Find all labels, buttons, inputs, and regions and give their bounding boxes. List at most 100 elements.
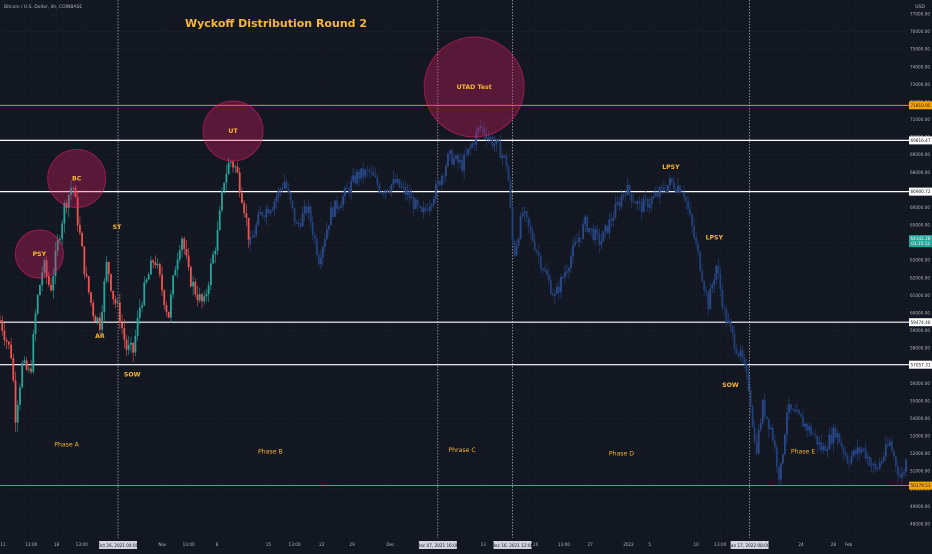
candle-body <box>170 294 172 318</box>
candle-body <box>123 328 126 340</box>
faded-candle-body <box>412 197 415 210</box>
faded-candle-body <box>332 207 334 217</box>
x-tick-label: 13:00 <box>558 542 570 547</box>
faded-candle-body <box>830 434 833 444</box>
event-label: UTAD Test <box>457 84 492 91</box>
faded-candle-body <box>671 178 673 183</box>
y-tick-label: 51000.00 <box>910 469 930 474</box>
faded-candle-body <box>253 235 256 238</box>
faded-candle-body <box>285 181 288 189</box>
faded-candle-body <box>626 184 629 195</box>
faded-candle-body <box>560 277 562 293</box>
candle-body <box>103 281 106 312</box>
faded-candle-body <box>432 198 435 205</box>
faded-candle-body <box>608 219 611 234</box>
y-tick-label: 77000.00 <box>910 12 930 17</box>
faded-candle-body <box>749 390 752 407</box>
faded-candle-body <box>463 154 465 171</box>
candle-body <box>238 172 241 193</box>
faded-candle-body <box>327 225 330 230</box>
faded-candle-body <box>519 216 522 239</box>
candle-body <box>232 161 234 168</box>
candle-body <box>196 294 199 301</box>
candle-body <box>172 275 175 295</box>
candle-body <box>205 294 208 297</box>
grid-layer <box>0 13 908 525</box>
faded-candle-body <box>596 229 599 234</box>
faded-candle-body <box>501 155 504 159</box>
candles-layer <box>0 157 250 432</box>
faded-candle-body <box>259 211 262 215</box>
candle-body <box>92 302 95 317</box>
x-tick-label: Dec <box>386 542 395 547</box>
faded-candle-body <box>826 449 829 452</box>
faded-candle-body <box>305 206 308 214</box>
faded-candle-body <box>882 456 885 461</box>
faded-candle-body <box>784 434 786 455</box>
faded-candle-body <box>658 187 661 197</box>
candle-body <box>152 260 155 263</box>
price-level-label: 71810.95 <box>911 103 931 108</box>
candle-body <box>81 233 84 247</box>
price-level-tag <box>909 136 932 145</box>
faded-candle-body <box>299 223 302 227</box>
y-tick-label: 53000.00 <box>910 434 930 439</box>
faded-candle-body <box>570 256 572 268</box>
faded-candle-body <box>828 434 831 450</box>
faded-candle-body <box>648 204 651 208</box>
candle-body <box>1 320 4 331</box>
date-marker-label: Oct 26, 2021 04:00 <box>98 543 139 548</box>
faded-candle-body <box>529 226 532 232</box>
faded-candle-body <box>471 143 474 148</box>
faded-candle-body <box>507 166 510 181</box>
faded-candle-body <box>751 406 754 428</box>
x-tick-label: 22 <box>319 542 325 547</box>
y-tick-label: 60000.00 <box>910 310 930 315</box>
candle-body <box>218 210 221 231</box>
candle-body <box>201 294 203 302</box>
faded-candle-body <box>901 473 903 478</box>
candle-body <box>156 263 159 266</box>
faded-candle-body <box>271 209 274 211</box>
faded-candle-body <box>644 198 647 200</box>
faded-candle-body <box>868 456 871 466</box>
faded-candle-body <box>390 184 393 192</box>
faded-candle-body <box>307 206 310 214</box>
faded-candle-body <box>289 192 292 201</box>
candle-body <box>105 262 108 282</box>
faded-candle-body <box>892 450 895 457</box>
faded-candle-body <box>777 466 780 480</box>
faded-candle-body <box>541 268 544 271</box>
candle-body <box>134 335 137 353</box>
candle-body <box>214 250 217 255</box>
faded-candle-body <box>533 241 536 251</box>
candle-body <box>189 267 192 287</box>
faded-candle-body <box>525 211 528 218</box>
faded-candle-body <box>747 372 750 391</box>
faded-candle-body <box>392 179 395 185</box>
faded-candle-body <box>291 200 294 208</box>
faded-candle-body <box>886 444 889 446</box>
faded-candle-body <box>580 237 583 239</box>
y-tick-label: 68000.00 <box>910 170 930 175</box>
faded-candle-body <box>687 201 689 209</box>
faded-candle-body <box>731 326 734 333</box>
candle-body <box>245 213 248 218</box>
candle-body <box>161 274 163 291</box>
faded-candle-body <box>759 423 762 430</box>
faded-candle-body <box>358 171 361 179</box>
faded-candle-body <box>773 440 776 448</box>
faded-candle-body <box>436 181 439 185</box>
faded-candle-body <box>592 228 595 240</box>
candle-body <box>79 224 81 234</box>
y-tick-label: 73000.00 <box>910 82 930 87</box>
event-circle <box>423 36 525 138</box>
candle-body <box>63 203 66 224</box>
faded-candle-body <box>814 434 817 436</box>
y-tick-label: 76000.00 <box>910 29 930 34</box>
candle-body <box>59 238 61 241</box>
faded-candle-body <box>856 447 859 455</box>
candle-body <box>178 250 181 260</box>
